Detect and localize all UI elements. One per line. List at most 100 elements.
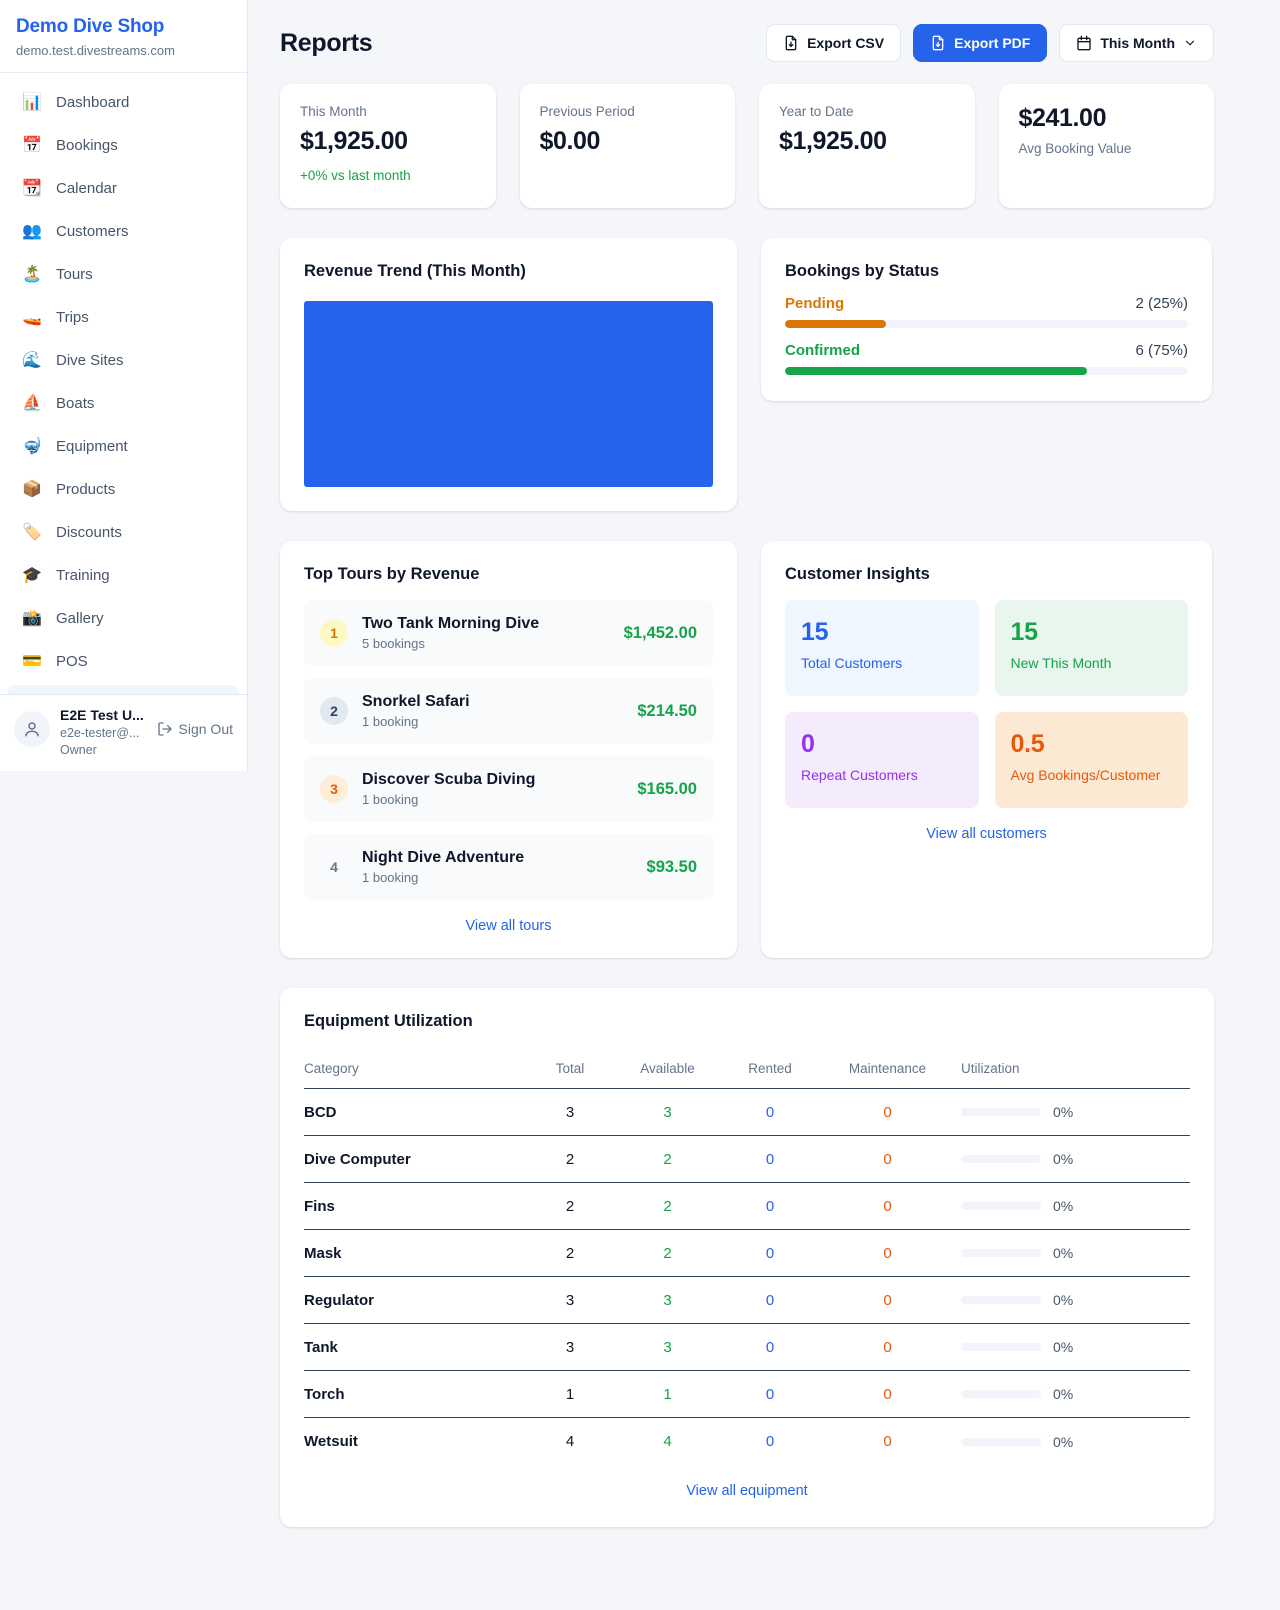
utilization-percent: 0% bbox=[1053, 1386, 1074, 1402]
tour-info: Two Tank Morning Dive 5 bookings bbox=[362, 615, 610, 651]
utilization-bar bbox=[961, 1155, 1041, 1163]
status-bar-fill bbox=[785, 367, 1088, 375]
tour-bookings: 5 bookings bbox=[362, 636, 425, 651]
sidebar-item-training[interactable]: 🎓 Training bbox=[8, 556, 239, 594]
cell-category: Torch bbox=[304, 1385, 345, 1403]
stats-row: This Month $1,925.00 +0% vs last month Prev… bbox=[280, 84, 1214, 208]
revenue-trend-title: Revenue Trend (This Month) bbox=[304, 262, 526, 280]
stat-value: $0.00 bbox=[539, 127, 601, 155]
sidebar-item-calendar[interactable]: 📆 Calendar bbox=[8, 169, 239, 207]
tour-name: Discover Scuba Diving bbox=[362, 771, 536, 788]
sidebar-item-dashboard[interactable]: 📊 Dashboard bbox=[8, 83, 239, 121]
sidebar-item-pos[interactable]: 💳 POS bbox=[8, 642, 239, 680]
insight-value: 0.5 bbox=[1010, 730, 1045, 758]
cell-utilization: 0% bbox=[955, 1151, 1190, 1167]
insight-tile-avg-bookings-customer: 0.5 Avg Bookings/Customer bbox=[994, 712, 1188, 808]
sidebar-item-discounts[interactable]: 🏷️ Discounts bbox=[8, 513, 239, 551]
status-line: Confirmed 6 (75%) bbox=[785, 342, 1188, 359]
equipment-table-header: Category Total Available Rented Maintenance U… bbox=[304, 1049, 1190, 1089]
stat-card: Previous Period $0.00 bbox=[519, 84, 735, 208]
insight-tile-new-this-month: 15 New This Month bbox=[994, 600, 1188, 696]
user-role: Owner bbox=[60, 743, 97, 757]
bookings-icon: 📅 bbox=[22, 137, 42, 154]
cell-utilization: 0% bbox=[955, 1292, 1190, 1308]
export-csv-button[interactable]: Export CSV bbox=[766, 24, 902, 62]
status-value: 2 (25%) bbox=[1135, 295, 1188, 312]
sidebar-item-dive-sites[interactable]: 🌊 Dive Sites bbox=[8, 341, 239, 379]
view-all-equipment-link[interactable]: View all equipment bbox=[686, 1483, 808, 1499]
tour-list-item: 3 Discover Scuba Diving 1 booking $165.00 bbox=[304, 756, 713, 822]
status-row-confirmed: Confirmed 6 (75%) bbox=[785, 342, 1188, 375]
sidebar-item-customers[interactable]: 👥 Customers bbox=[8, 212, 239, 250]
view-all-customers-link[interactable]: View all customers bbox=[926, 826, 1047, 842]
cell-available: 1 bbox=[663, 1385, 672, 1403]
revenue-trend-chart bbox=[304, 301, 713, 487]
cell-rented: 0 bbox=[765, 1338, 775, 1356]
sidebar-item-label: Gallery bbox=[56, 609, 104, 627]
cell-rented: 0 bbox=[765, 1291, 775, 1309]
cell-maintenance: 0 bbox=[883, 1197, 892, 1215]
stat-card: $241.00 Avg Booking Value bbox=[998, 84, 1214, 208]
rank-badge: 2 bbox=[320, 697, 348, 725]
cell-available: 2 bbox=[663, 1150, 672, 1168]
tour-list: 1 Two Tank Morning Dive 5 bookings $1,452.0… bbox=[304, 600, 713, 900]
tour-amount: $1,452.00 bbox=[623, 623, 697, 642]
cell-maintenance: 0 bbox=[883, 1385, 892, 1403]
customers-icon: 👥 bbox=[22, 223, 42, 240]
top-tours-card: Top Tours by Revenue 1 Two Tank Morning D… bbox=[280, 541, 737, 958]
chevron-down-icon bbox=[1185, 40, 1195, 46]
insight-tiles: 15 Total Customers 15 New This Month 0 Repeat… bbox=[785, 600, 1188, 808]
stat-delta: +0% vs last month bbox=[300, 168, 411, 183]
utilization-bar bbox=[961, 1296, 1041, 1304]
cell-maintenance: 0 bbox=[883, 1150, 892, 1168]
tour-bookings: 1 booking bbox=[362, 792, 419, 807]
user-icon bbox=[25, 722, 39, 737]
sidebar-item-trips[interactable]: 🚤 Trips bbox=[8, 298, 239, 336]
column-header-total: Total bbox=[555, 1061, 585, 1076]
column-header-category: Category bbox=[304, 1061, 359, 1076]
sidebar-item-equipment[interactable]: 🤿 Equipment bbox=[8, 427, 239, 465]
sidebar-item-reports-selected[interactable] bbox=[8, 685, 239, 694]
table-row: Tank 3 3 0 0 0% bbox=[304, 1324, 1190, 1371]
stat-label: Avg Booking Value bbox=[1018, 141, 1132, 156]
sidebar-item-products[interactable]: 📦 Products bbox=[8, 470, 239, 508]
period-dropdown[interactable]: This Month bbox=[1059, 24, 1214, 62]
export-pdf-button[interactable]: Export PDF bbox=[913, 24, 1048, 62]
sidebar-item-gallery[interactable]: 📸 Gallery bbox=[8, 599, 239, 637]
cell-category: Wetsuit bbox=[304, 1433, 358, 1450]
sidebar-item-label: Discounts bbox=[56, 523, 122, 541]
tour-name: Night Dive Adventure bbox=[362, 849, 525, 866]
boats-icon: ⛵ bbox=[22, 395, 42, 412]
cell-category: BCD bbox=[304, 1103, 337, 1121]
sign-out-label: Sign Out bbox=[178, 721, 233, 737]
sidebar-item-boats[interactable]: ⛵ Boats bbox=[8, 384, 239, 422]
customer-insights-card: Customer Insights 15 Total Customers 15 New… bbox=[761, 541, 1212, 958]
cell-maintenance: 0 bbox=[883, 1291, 892, 1309]
view-all-tours-link[interactable]: View all tours bbox=[465, 918, 552, 934]
insight-value: 15 bbox=[801, 618, 829, 646]
sidebar-item-bookings[interactable]: 📅 Bookings bbox=[8, 126, 239, 164]
status-rows: Pending 2 (25%) Confirmed 6 (75%) bbox=[785, 295, 1188, 375]
utilization-percent: 0% bbox=[1053, 1198, 1074, 1214]
cell-available: 2 bbox=[663, 1197, 672, 1215]
tour-bookings: 1 booking bbox=[362, 714, 419, 729]
tour-list-item: 2 Snorkel Safari 1 booking $214.50 bbox=[304, 678, 713, 744]
file-download-icon bbox=[785, 35, 797, 51]
cell-rented: 0 bbox=[765, 1385, 775, 1403]
sidebar-item-tours[interactable]: 🏝️ Tours bbox=[8, 255, 239, 293]
utilization-percent: 0% bbox=[1053, 1151, 1074, 1167]
header-actions: Export CSV Export PDF This Month bbox=[766, 24, 1214, 62]
table-row: Torch 1 1 0 0 0% bbox=[304, 1371, 1190, 1418]
sign-out-button[interactable]: Sign Out bbox=[157, 721, 233, 737]
cell-available: 4 bbox=[663, 1433, 672, 1450]
insight-tile-repeat-customers: 0 Repeat Customers bbox=[785, 712, 979, 808]
insight-label: Avg Bookings/Customer bbox=[1010, 767, 1161, 783]
column-header-utilization: Utilization bbox=[961, 1061, 1020, 1076]
sidebar-item-label: Training bbox=[56, 566, 110, 584]
equipment-utilization-card: Equipment Utilization Category Total Avail… bbox=[280, 988, 1214, 1527]
equipment-icon: 🤿 bbox=[22, 438, 42, 455]
status-value: 6 (75%) bbox=[1135, 342, 1188, 359]
user-name: E2E Test U... bbox=[60, 707, 144, 723]
pos-icon: 💳 bbox=[22, 653, 42, 670]
